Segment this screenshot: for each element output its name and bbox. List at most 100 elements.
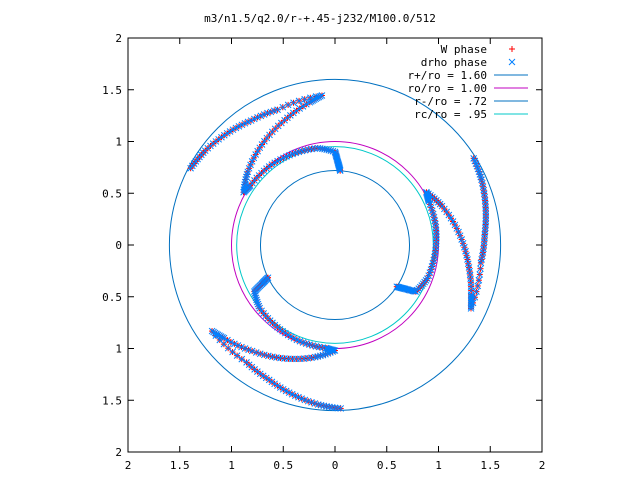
drho-phase-point [242,176,250,183]
drho-phase-mark [474,165,482,173]
y-tick-label: 2 [115,446,122,459]
drho-phase-point [299,102,307,110]
drho-phase-mark [337,405,345,412]
drho-phase-mark [315,343,323,351]
drho-phase-mark [241,345,249,352]
drho-phase-point [337,405,345,412]
drho-phase-point [240,183,248,191]
drho-phase-mark [279,327,287,335]
drho-phase-mark [241,181,248,188]
drho-phase-point [251,290,259,298]
drho-phase-mark [403,285,410,293]
drho-phase-mark [447,214,455,222]
drho-phase-point [241,178,249,186]
drho-phase-mark [400,285,408,292]
drho-phase-point [256,370,264,378]
axis-ticks: 2 1.5 1 0.5 0 0.5 1 1.5 221.510.500.511.52 [102,32,545,472]
drho-phase-mark [324,345,332,353]
drho-phase-mark [334,157,341,165]
drho-phase-mark [451,221,459,229]
drho-phase-point [475,276,483,284]
drho-phase-mark [334,404,342,412]
drho-phase-mark [477,265,484,273]
drho-phase-mark [482,204,489,211]
drho-phase-point [407,286,414,294]
drho-phase-point [329,147,337,155]
drho-phase-mark [317,352,324,360]
drho-phase-mark [443,208,450,216]
drho-phase-mark [428,207,436,215]
drho-phase-mark [296,337,304,345]
drho-phase-mark [229,126,237,134]
drho-phase-mark [242,176,250,183]
drho-phase-mark [234,342,242,349]
x-tick-label: 1.5 [480,459,500,472]
legend-label: rc/ro = .95 [414,108,487,121]
drho-phase-mark [481,193,489,201]
drho-phase-point [251,292,259,300]
legend-label: W phase [441,43,487,56]
drho-phase-point [218,133,225,141]
drho-phase-mark [445,211,453,219]
reference-circles [168,78,502,412]
drho-phase-mark [241,178,249,186]
drho-phase-mark [473,162,481,170]
drho-phase-point [458,236,466,243]
drho-phase-point [257,112,265,120]
drho-phase-point [447,214,455,222]
drho-phase-mark [262,374,270,382]
drho-phase-mark [268,378,276,386]
drho-phase-mark [469,299,477,307]
drho-phase-mark [317,401,325,409]
drho-phase-mark [304,397,312,405]
drho-phase-point [253,298,261,306]
drho-phase-mark [256,144,264,152]
drho-phase-mark [334,158,342,166]
drho-phase-mark [254,300,262,308]
drho-phase-mark [227,338,235,346]
drho-phase-point [327,147,335,154]
drho-phase-mark [474,282,482,290]
drho-phase-mark [216,336,224,344]
y-tick-label: 1 [115,343,122,356]
drho-phase-mark [240,186,248,194]
drho-phase-point [303,100,310,108]
drho-phase-mark [218,133,225,141]
drho-phase-mark [407,286,414,294]
x-tick-label: 2 [125,459,132,472]
x-tick-label: 0 [332,459,339,472]
drho-phase-point [312,93,320,100]
drho-phase-mark [459,239,467,247]
data-points [187,92,490,412]
drho-phase-point [445,211,453,219]
drho-phase-mark [301,396,309,404]
drho-phase-point [241,181,248,188]
drho-phase-mark [187,164,194,172]
drho-phase-mark [481,197,489,204]
drho-phase-mark [299,102,307,110]
drho-phase-point [455,228,462,236]
drho-phase-mark [467,303,475,311]
drho-phase-mark [299,339,307,346]
drho-phase-point [252,349,260,356]
drho-phase-mark [223,129,231,137]
drho-phase-point [467,305,475,312]
drho-phase-mark [458,236,466,243]
drho-phase-mark [312,93,320,100]
x-tick-label: 1.5 [170,459,190,472]
drho-phase-mark [426,201,434,208]
drho-phase-mark [408,287,416,294]
drho-phase-mark [255,302,263,310]
drho-phase-point [449,218,457,225]
drho-phase-mark [476,170,484,178]
drho-phase-mark [256,370,264,378]
legend-label: r+/ro = 1.60 [408,69,487,82]
y-tick-label: 1 [115,136,122,149]
drho-phase-mark [271,380,278,388]
drho-phase-point [250,288,258,295]
drho-phase-mark [282,329,289,337]
drho-phase-mark [332,152,340,160]
drho-phase-point [244,168,252,176]
drho-phase-mark [455,228,462,236]
drho-phase-mark [259,372,267,380]
